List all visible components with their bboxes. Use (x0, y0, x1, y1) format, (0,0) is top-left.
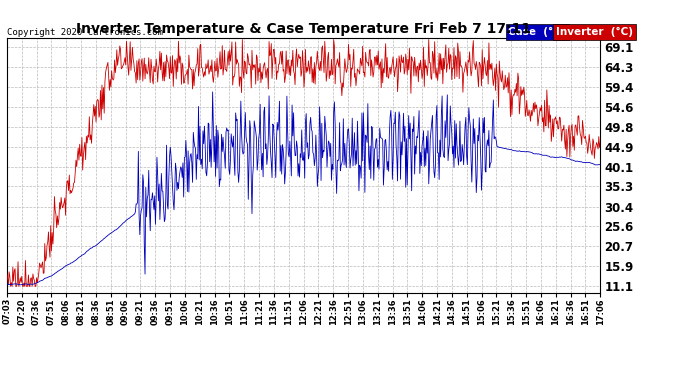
Text: Case  (°C): Case (°C) (509, 27, 566, 37)
Title: Inverter Temperature & Case Temperature Fri Feb 7 17:11: Inverter Temperature & Case Temperature … (76, 22, 531, 36)
Text: Inverter  (°C): Inverter (°C) (556, 27, 633, 37)
Text: Copyright 2020 Cartronics.com: Copyright 2020 Cartronics.com (7, 28, 163, 37)
